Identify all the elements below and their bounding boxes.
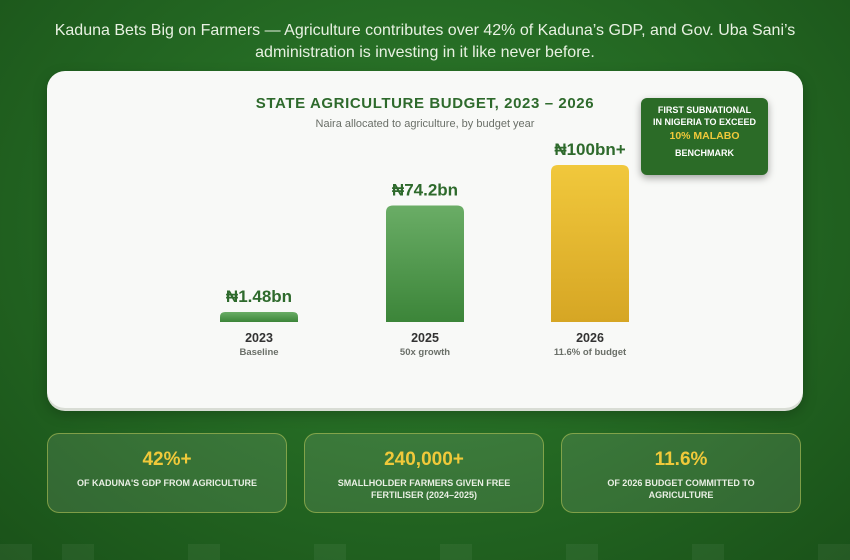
category-label: 2023: [245, 331, 273, 345]
headline: Kaduna Bets Big on Farmers — Agriculture…: [54, 22, 796, 61]
value-label: ₦1.48bn: [226, 287, 292, 306]
footer-decoration: [62, 544, 94, 560]
stat-value: 240,000+: [384, 449, 464, 470]
category-label: 2026: [576, 331, 604, 345]
bar-2023: [220, 312, 298, 322]
stat-label: OF 2026 BUDGET COMMITTED TO AGRICULTURE: [607, 478, 755, 500]
footer-decoration: [692, 544, 724, 560]
footer-decoration: [314, 544, 346, 560]
stat-label: SMALLHOLDER FARMERS GIVEN FREE FERTILISE…: [337, 478, 511, 500]
value-label: ₦100bn+: [554, 140, 625, 159]
malabo-benchmark-badge: FIRST SUBNATIONAL IN NIGERIA TO EXCEED 1…: [641, 98, 768, 175]
bar-2026: [551, 165, 629, 322]
value-label: ₦74.2bn: [392, 181, 458, 200]
category-label: 2025: [411, 331, 439, 345]
stat-value: 11.6%: [654, 449, 708, 470]
footer-decoration: [188, 544, 220, 560]
stat-card-gdp: 42%+ OF KADUNA'S GDP FROM AGRICULTURE: [47, 433, 287, 513]
stat-label: OF KADUNA'S GDP FROM AGRICULTURE: [77, 478, 257, 488]
badge-line-1: FIRST SUBNATIONAL: [657, 105, 752, 115]
footer-decoration: [566, 544, 598, 560]
footer-decoration: [0, 544, 32, 560]
footer-decoration: [440, 544, 472, 560]
badge-highlight: 10% MALABO: [669, 130, 740, 142]
footer-decoration: [818, 544, 850, 560]
stat-card-budget-share: 11.6% OF 2026 BUDGET COMMITTED TO AGRICU…: [561, 433, 801, 513]
badge-line-3: BENCHMARK: [675, 148, 734, 158]
bar-2025: [386, 205, 464, 322]
stat-value: 42%+: [142, 449, 192, 470]
bar-note: 50x growth: [400, 347, 450, 358]
chart-title: STATE AGRICULTURE BUDGET, 2023 – 2026: [255, 95, 595, 112]
bar-note: 11.6% of budget: [554, 347, 627, 358]
stat-card-farmers: 240,000+ SMALLHOLDER FARMERS GIVEN FREE …: [304, 433, 544, 513]
badge-line-2: IN NIGERIA TO EXCEED: [652, 117, 757, 127]
bar-note: Baseline: [239, 347, 278, 358]
chart-subtitle: Naira allocated to agriculture, by budge…: [315, 118, 535, 130]
